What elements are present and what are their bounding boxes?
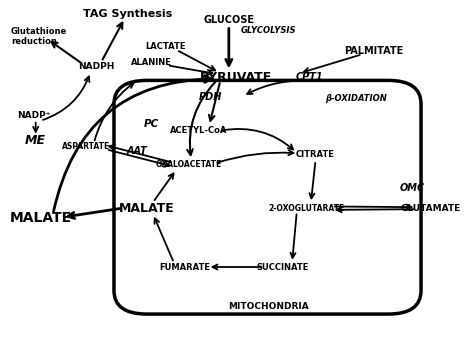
Text: β-OXIDATION: β-OXIDATION [325, 94, 387, 103]
Text: PDH: PDH [198, 92, 222, 102]
Text: CITRATE: CITRATE [296, 150, 335, 159]
Text: GLYCOLYSIS: GLYCOLYSIS [240, 26, 296, 36]
Text: NADPH: NADPH [78, 62, 115, 72]
Text: MALATE: MALATE [9, 211, 72, 225]
Text: CPT1: CPT1 [295, 72, 323, 82]
Text: GLUTAMATE: GLUTAMATE [401, 204, 461, 213]
Text: 2-OXOGLUTARATE: 2-OXOGLUTARATE [268, 204, 344, 213]
Text: PALMITATE: PALMITATE [345, 46, 404, 56]
Text: ALANINE: ALANINE [131, 58, 172, 67]
Text: OMC: OMC [400, 183, 425, 193]
Text: FUMARATE: FUMARATE [159, 262, 210, 272]
Text: PC: PC [144, 119, 159, 129]
Text: ASPARTATE: ASPARTATE [62, 142, 110, 151]
Text: MITOCHONDRIA: MITOCHONDRIA [228, 302, 309, 312]
Text: LACTATE: LACTATE [146, 42, 186, 51]
FancyBboxPatch shape [114, 80, 421, 314]
Text: SUCCINATE: SUCCINATE [256, 262, 309, 272]
Text: PYRUVATE: PYRUVATE [200, 71, 272, 83]
Text: ACETYL-CoA: ACETYL-CoA [170, 126, 227, 135]
Text: MALATE: MALATE [119, 202, 174, 215]
Text: ME: ME [25, 135, 46, 147]
Text: AAT: AAT [127, 146, 148, 156]
Text: OXALOACETATE: OXALOACETATE [156, 160, 222, 169]
Text: Glutathione
reduction: Glutathione reduction [11, 27, 67, 46]
Text: GLUCOSE: GLUCOSE [203, 15, 255, 25]
Text: NADP⁺: NADP⁺ [18, 111, 51, 120]
Text: TAG Synthesis: TAG Synthesis [83, 9, 173, 19]
